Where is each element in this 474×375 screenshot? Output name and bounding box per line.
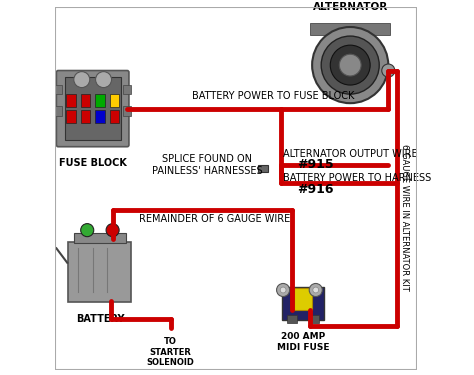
Text: SPLICE FOUND ON
PAINLESS' HARNESSES: SPLICE FOUND ON PAINLESS' HARNESSES xyxy=(152,154,262,176)
Circle shape xyxy=(330,45,370,85)
Text: BATTERY POWER TO FUSE BLOCK: BATTERY POWER TO FUSE BLOCK xyxy=(192,91,355,101)
FancyBboxPatch shape xyxy=(310,23,391,34)
FancyBboxPatch shape xyxy=(283,288,324,320)
FancyBboxPatch shape xyxy=(81,110,90,123)
FancyBboxPatch shape xyxy=(65,77,120,140)
FancyBboxPatch shape xyxy=(54,106,62,116)
Circle shape xyxy=(312,27,388,103)
FancyBboxPatch shape xyxy=(74,233,126,243)
Circle shape xyxy=(339,54,361,76)
Circle shape xyxy=(96,72,111,88)
Circle shape xyxy=(81,224,94,237)
FancyBboxPatch shape xyxy=(56,70,129,147)
FancyBboxPatch shape xyxy=(66,110,76,123)
FancyBboxPatch shape xyxy=(95,110,105,123)
Text: TO
STARTER
SOLENOID: TO STARTER SOLENOID xyxy=(147,337,195,367)
Text: #915: #915 xyxy=(298,158,334,171)
Circle shape xyxy=(382,64,395,77)
Text: BATTERY: BATTERY xyxy=(76,314,124,324)
Circle shape xyxy=(313,287,319,293)
Circle shape xyxy=(276,284,290,297)
Circle shape xyxy=(74,72,90,88)
FancyBboxPatch shape xyxy=(81,94,90,107)
FancyBboxPatch shape xyxy=(109,94,119,107)
Circle shape xyxy=(280,287,286,293)
Circle shape xyxy=(321,36,379,94)
FancyBboxPatch shape xyxy=(95,94,105,107)
FancyBboxPatch shape xyxy=(109,110,119,123)
FancyBboxPatch shape xyxy=(54,85,62,94)
Text: 200 AMP
MIDI FUSE: 200 AMP MIDI FUSE xyxy=(277,332,329,352)
FancyBboxPatch shape xyxy=(287,315,297,323)
Text: BATTERY POWER TO HARNESS: BATTERY POWER TO HARNESS xyxy=(283,172,431,183)
FancyBboxPatch shape xyxy=(66,94,76,107)
Circle shape xyxy=(106,224,119,237)
Circle shape xyxy=(309,284,322,297)
Text: 6 GAUGE WIRE IN ALTERNATOR KIT: 6 GAUGE WIRE IN ALTERNATOR KIT xyxy=(400,144,409,291)
Text: #916: #916 xyxy=(298,183,334,196)
FancyBboxPatch shape xyxy=(68,242,131,302)
Text: REMAINDER OF 6 GAUGE WIRE: REMAINDER OF 6 GAUGE WIRE xyxy=(138,214,290,224)
FancyBboxPatch shape xyxy=(258,165,268,172)
Text: FUSE BLOCK: FUSE BLOCK xyxy=(59,158,127,168)
FancyBboxPatch shape xyxy=(293,288,312,310)
FancyBboxPatch shape xyxy=(309,315,319,323)
FancyBboxPatch shape xyxy=(123,85,131,94)
FancyBboxPatch shape xyxy=(123,106,131,116)
Text: ALTERNATOR OUTPUT WIRE: ALTERNATOR OUTPUT WIRE xyxy=(283,149,418,159)
Text: ALTERNATOR: ALTERNATOR xyxy=(312,3,388,12)
